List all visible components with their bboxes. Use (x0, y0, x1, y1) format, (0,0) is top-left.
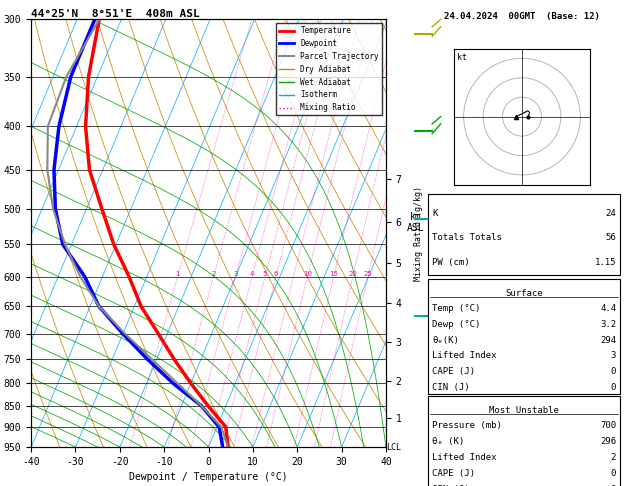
Legend: Temperature, Dewpoint, Parcel Trajectory, Dry Adiabat, Wet Adiabat, Isotherm, Mi: Temperature, Dewpoint, Parcel Trajectory… (276, 23, 382, 115)
Text: 44°25'N  8°51'E  408m ASL: 44°25'N 8°51'E 408m ASL (31, 9, 200, 18)
Text: kt: kt (457, 52, 467, 62)
Text: 700: 700 (600, 421, 616, 431)
Text: 0: 0 (611, 382, 616, 392)
Text: Lifted Index: Lifted Index (432, 351, 497, 361)
Text: 20: 20 (348, 271, 357, 277)
Text: PW (cm): PW (cm) (432, 258, 470, 267)
Text: 56: 56 (605, 233, 616, 243)
Text: Mixing Ratio (g/kg): Mixing Ratio (g/kg) (415, 186, 423, 281)
Bar (428, 194, 620, 275)
Text: 4: 4 (250, 271, 254, 277)
Text: 10: 10 (303, 271, 312, 277)
Text: Temp (°C): Temp (°C) (432, 305, 481, 313)
Text: K: K (432, 209, 438, 218)
Text: 15: 15 (329, 271, 338, 277)
Text: LCL: LCL (386, 443, 401, 451)
Text: 24.04.2024  00GMT  (Base: 12): 24.04.2024 00GMT (Base: 12) (444, 12, 600, 21)
Text: 25: 25 (364, 271, 372, 277)
Text: Lifted Index: Lifted Index (432, 453, 497, 462)
Text: Totals Totals: Totals Totals (432, 233, 502, 243)
Bar (428, 279, 620, 394)
Text: θₑ (K): θₑ (K) (432, 437, 464, 446)
Text: 0: 0 (611, 469, 616, 478)
Text: CIN (J): CIN (J) (432, 382, 470, 392)
Text: 4.4: 4.4 (600, 305, 616, 313)
Text: 0: 0 (611, 367, 616, 376)
Bar (428, 396, 620, 486)
Text: 1.15: 1.15 (594, 258, 616, 267)
Text: Most Unstable: Most Unstable (489, 406, 559, 415)
Text: 3.2: 3.2 (600, 320, 616, 329)
Text: 6: 6 (274, 271, 278, 277)
X-axis label: Dewpoint / Temperature (°C): Dewpoint / Temperature (°C) (129, 472, 288, 483)
Text: 296: 296 (600, 437, 616, 446)
Text: Pressure (mb): Pressure (mb) (432, 421, 502, 431)
Text: Surface: Surface (505, 289, 543, 298)
Text: 3: 3 (611, 351, 616, 361)
Text: CAPE (J): CAPE (J) (432, 469, 475, 478)
Text: 2: 2 (611, 453, 616, 462)
Text: CAPE (J): CAPE (J) (432, 367, 475, 376)
Text: θₑ(K): θₑ(K) (432, 336, 459, 345)
Text: 294: 294 (600, 336, 616, 345)
Text: Dewp (°C): Dewp (°C) (432, 320, 481, 329)
Text: 1: 1 (175, 271, 180, 277)
Text: 24: 24 (605, 209, 616, 218)
Y-axis label: km
ASL: km ASL (406, 212, 424, 233)
Text: 0: 0 (611, 485, 616, 486)
Text: 3: 3 (233, 271, 238, 277)
Text: CIN (J): CIN (J) (432, 485, 470, 486)
Text: 2: 2 (211, 271, 216, 277)
Text: 5: 5 (263, 271, 267, 277)
